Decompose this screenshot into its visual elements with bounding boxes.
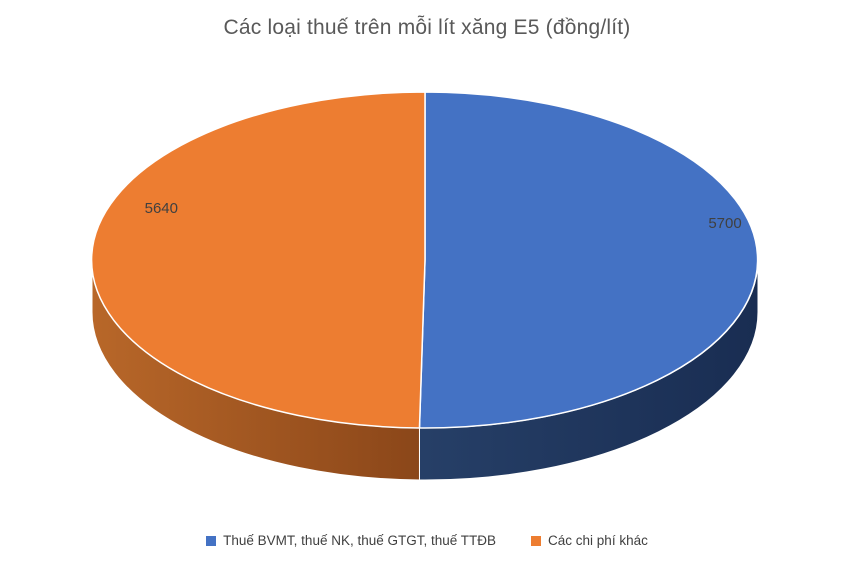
data-label-slice-0: 5700 (708, 215, 741, 232)
pie-slices (90, 91, 759, 429)
legend-item-other-costs[interactable]: Các chi phí khác (531, 533, 648, 548)
legend-label-other-costs: Các chi phí khác (548, 533, 648, 548)
legend-swatch-orange-icon (531, 535, 542, 546)
legend-item-taxes[interactable]: Thuế BVMT, thuế NK, thuế GTGT, thuế TTĐB (206, 533, 496, 548)
legend: Thuế BVMT, thuế NK, thuế GTGT, thuế TTĐB… (0, 533, 854, 548)
data-label-slice-1: 5640 (145, 200, 178, 217)
chart-title: Các loại thuế trên mỗi lít xăng E5 (đồng… (223, 16, 631, 39)
pie-slice-0[interactable] (418, 91, 759, 429)
legend-swatch-blue-icon (206, 535, 217, 546)
legend-label-taxes: Thuế BVMT, thuế NK, thuế GTGT, thuế TTĐB (223, 533, 497, 548)
pie-slice-1[interactable] (90, 91, 426, 429)
